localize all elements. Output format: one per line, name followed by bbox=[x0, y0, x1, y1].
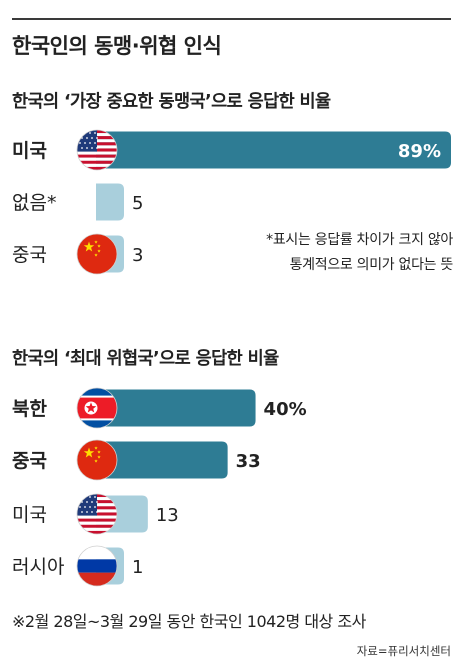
value-label-1-1: 33 bbox=[236, 451, 261, 472]
chart-title: 한국인의 동맹·위협 인식 bbox=[12, 34, 222, 58]
note-line-1: *표시는 응답률 차이가 크지 않아 bbox=[266, 232, 453, 248]
value-label-1-3: 1 bbox=[132, 557, 143, 578]
bar-1-0 bbox=[96, 389, 256, 427]
value-label-0-2: 3 bbox=[132, 245, 143, 266]
bar-0-1 bbox=[96, 183, 124, 221]
top-rule bbox=[12, 18, 451, 20]
category-label-0-0: 미국 bbox=[12, 140, 47, 162]
note-annotation: *표시는 응답률 차이가 크지 않아 통계적으로 의미가 없다는 뜻 bbox=[266, 228, 453, 278]
subtitle-ally: 한국의 ‘가장 중요한 동맹국’으로 응답한 비율 bbox=[12, 92, 331, 112]
category-label-0-1: 없음* bbox=[12, 192, 56, 214]
survey-footnote: ※2월 28일~3월 29일 동안 한국인 1042명 대상 조사 bbox=[12, 612, 366, 631]
flag-us-icon bbox=[76, 493, 118, 535]
category-label-1-0: 북한 bbox=[12, 398, 47, 420]
bar-0-0 bbox=[96, 131, 451, 169]
flag-cn-icon bbox=[76, 233, 118, 275]
category-label-1-2: 미국 bbox=[12, 504, 47, 526]
flag-ru-icon bbox=[76, 545, 118, 587]
flag-us-icon bbox=[76, 129, 118, 171]
subtitle-threat: 한국의 ‘최대 위협국’으로 응답한 비율 bbox=[12, 349, 279, 369]
value-label-1-2: 13 bbox=[156, 505, 179, 526]
category-label-1-1: 중국 bbox=[12, 450, 47, 472]
note-line-2: 통계적으로 의미가 없다는 뜻 bbox=[289, 257, 454, 273]
value-label-1-0: 40% bbox=[264, 399, 307, 420]
flag-kp-icon bbox=[76, 387, 118, 429]
value-label-0-0: 89% bbox=[398, 141, 441, 162]
source-credit: 자료=퓨리서치센터 bbox=[356, 644, 451, 658]
category-label-0-2: 중국 bbox=[12, 244, 47, 266]
category-label-1-3: 러시아 bbox=[12, 556, 64, 578]
value-label-0-1: 5 bbox=[132, 193, 143, 214]
flag-cn-icon bbox=[76, 439, 118, 481]
bar-1-1 bbox=[96, 441, 228, 479]
